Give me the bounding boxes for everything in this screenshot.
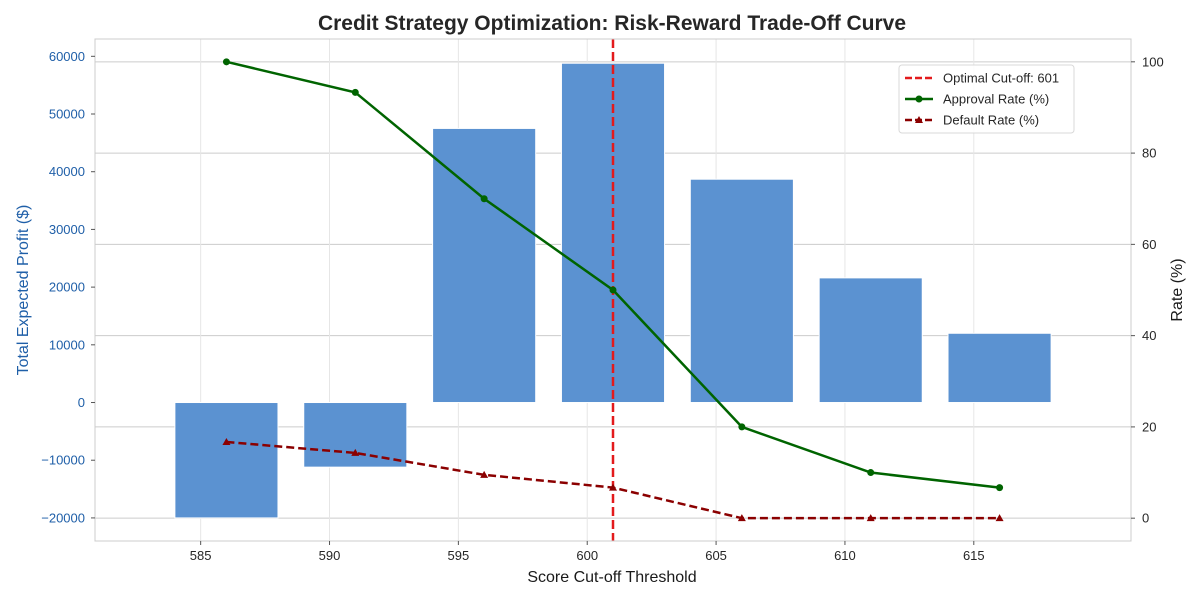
y-axis-right-label: Rate (%) (1169, 258, 1186, 321)
legend-label: Default Rate (%) (943, 113, 1039, 128)
y-right-tick-label: 80 (1142, 146, 1156, 161)
y-right-tick-label: 20 (1142, 419, 1156, 434)
legend-box (898, 64, 1075, 134)
y-left-tick-label: 10000 (49, 337, 85, 352)
y-left-tick-label: 50000 (49, 107, 85, 122)
y-left-tick-label: 20000 (49, 280, 85, 295)
bars-layer (174, 62, 1052, 519)
x-tick-label: 595 (448, 548, 470, 563)
approval-rate-marker (996, 484, 1004, 492)
default-rate-marker (222, 437, 231, 445)
legend-item-default-rate: Default Rate (%) (905, 113, 1039, 128)
x-axis-label: Score Cut-off Threshold (527, 569, 696, 586)
profit-bar (432, 127, 537, 404)
legend-item-optimal-cutoff: Optimal Cut-off: 601 (905, 71, 1059, 86)
x-tick-label: 605 (705, 548, 727, 563)
y-right-tick-label: 60 (1142, 237, 1156, 252)
approval-rate-marker (351, 88, 359, 96)
legend-item-approval-rate: Approval Rate (%) (905, 92, 1049, 107)
chart-title: Credit Strategy Optimization: Risk-Rewar… (318, 12, 906, 35)
default-rate-marker (866, 514, 875, 522)
profit-bar (174, 402, 279, 519)
legend-label: Optimal Cut-off: 601 (943, 71, 1059, 86)
approval-rate-marker (609, 286, 617, 294)
axes-layer: 585 590 595 600 605 610 615−20000−100000100002… (41, 38, 1164, 563)
x-tick-label: 590 (319, 548, 341, 563)
y-left-tick-label: 30000 (49, 222, 85, 237)
y-right-tick-label: 0 (1142, 511, 1149, 526)
y-left-tick-label: 0 (78, 395, 85, 410)
default-rate-marker (351, 448, 360, 456)
profit-bar (689, 178, 794, 404)
default-rate-marker (737, 514, 746, 522)
y-axis-left-label: Total Expected Profit ($) (15, 205, 32, 376)
y-left-tick-label: −20000 (41, 510, 85, 525)
profit-bar (818, 277, 923, 404)
approval-rate-marker (480, 195, 488, 203)
y-left-tick-label: 40000 (49, 164, 85, 179)
legend-marker-circle (915, 95, 923, 103)
legend-label: Approval Rate (%) (943, 92, 1049, 107)
y-right-tick-label: 40 (1142, 328, 1156, 343)
x-tick-label: 600 (576, 548, 598, 563)
approval-rate-marker (738, 423, 746, 431)
y-left-tick-label: 60000 (49, 49, 85, 64)
plot-frame (94, 38, 1132, 542)
legend-marker-triangle (915, 116, 923, 123)
lines-layer (222, 39, 1004, 541)
y-right-tick-label: 100 (1142, 54, 1164, 69)
default-rate-marker (480, 470, 489, 478)
approval-rate-marker (867, 469, 875, 477)
x-tick-label: 585 (190, 548, 212, 563)
approval-rate-marker (222, 58, 230, 66)
profit-bar (947, 332, 1052, 404)
x-tick-label: 615 (963, 548, 985, 563)
y-left-tick-label: −10000 (41, 453, 85, 468)
x-tick-label: 610 (834, 548, 856, 563)
default-rate-marker (995, 514, 1004, 522)
legend: Optimal Cut-off: 601 Approval Rate (%) Def… (898, 64, 1075, 134)
profit-bar (303, 402, 408, 468)
default-rate-marker (609, 483, 617, 491)
